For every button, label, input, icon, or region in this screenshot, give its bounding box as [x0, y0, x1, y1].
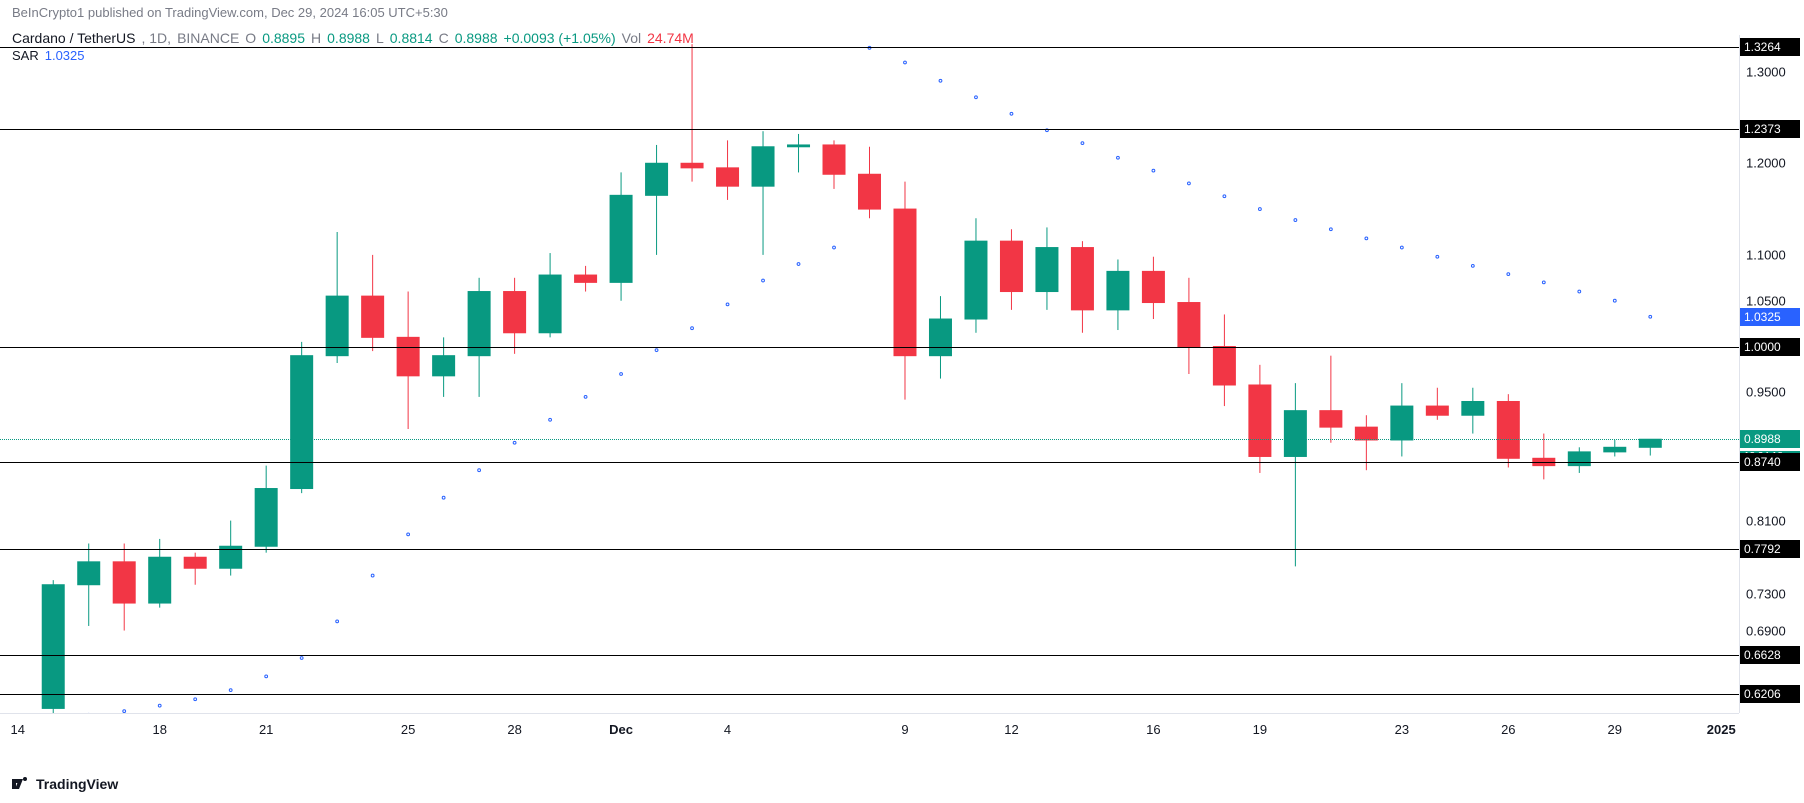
last-price-line — [0, 439, 1739, 440]
price-tick: 0.6900 — [1746, 623, 1786, 638]
time-tick: 14 — [11, 722, 25, 737]
time-tick: 4 — [724, 722, 731, 737]
publish-header: BeInCrypto1 published on TradingView.com… — [0, 0, 1804, 25]
price-tick: 0.8100 — [1746, 513, 1786, 528]
time-tick: 18 — [152, 722, 166, 737]
price-chart[interactable] — [0, 35, 1739, 713]
time-tick: 16 — [1146, 722, 1160, 737]
time-tick: 12 — [1004, 722, 1018, 737]
time-tick: 2025 — [1707, 722, 1736, 737]
horizontal-level[interactable] — [0, 47, 1739, 48]
price-tag: 1.2373 — [1740, 120, 1800, 138]
price-tag: 1.0000 — [1740, 338, 1800, 356]
price-tick: 0.9500 — [1746, 385, 1786, 400]
tv-logo-icon — [12, 775, 30, 793]
horizontal-level[interactable] — [0, 655, 1739, 656]
time-tick: 23 — [1395, 722, 1409, 737]
price-tick: 1.1000 — [1746, 247, 1786, 262]
horizontal-level[interactable] — [0, 129, 1739, 130]
time-tick: 21 — [259, 722, 273, 737]
time-tick: 19 — [1253, 722, 1267, 737]
price-tag: 1.0325 — [1740, 308, 1800, 326]
time-tick: 26 — [1501, 722, 1515, 737]
price-tag: 0.6206 — [1740, 685, 1800, 703]
horizontal-level[interactable] — [0, 462, 1739, 463]
price-tick: 1.0500 — [1746, 293, 1786, 308]
price-tag: 0.8740 — [1740, 453, 1800, 471]
time-tick: 9 — [901, 722, 908, 737]
price-tag: 0.6628 — [1740, 646, 1800, 664]
price-tick: 1.2000 — [1746, 156, 1786, 171]
time-tick: 29 — [1608, 722, 1622, 737]
time-tick: 28 — [507, 722, 521, 737]
horizontal-level[interactable] — [0, 549, 1739, 550]
price-tick: 0.7300 — [1746, 586, 1786, 601]
tradingview-logo[interactable]: TradingView — [12, 775, 118, 793]
price-tick: 1.3000 — [1746, 64, 1786, 79]
price-axis[interactable]: USDT 1.30001.20001.10001.05000.95000.810… — [1739, 35, 1804, 713]
time-tick: 25 — [401, 722, 415, 737]
time-axis[interactable]: 14 18 21 25 28 Dec 4 9 12 16 19 23 26 29 2025 — [0, 713, 1739, 753]
time-tick: Dec — [609, 722, 633, 737]
price-tag: 0.8988 — [1740, 430, 1800, 448]
price-tag: 0.7792 — [1740, 540, 1800, 558]
horizontal-level[interactable] — [0, 694, 1739, 695]
price-tag: 1.3264 — [1740, 38, 1800, 56]
publisher-text: BeInCrypto1 published on TradingView.com… — [12, 5, 448, 20]
tv-brand-text: TradingView — [36, 776, 118, 792]
horizontal-level[interactable] — [0, 347, 1739, 348]
